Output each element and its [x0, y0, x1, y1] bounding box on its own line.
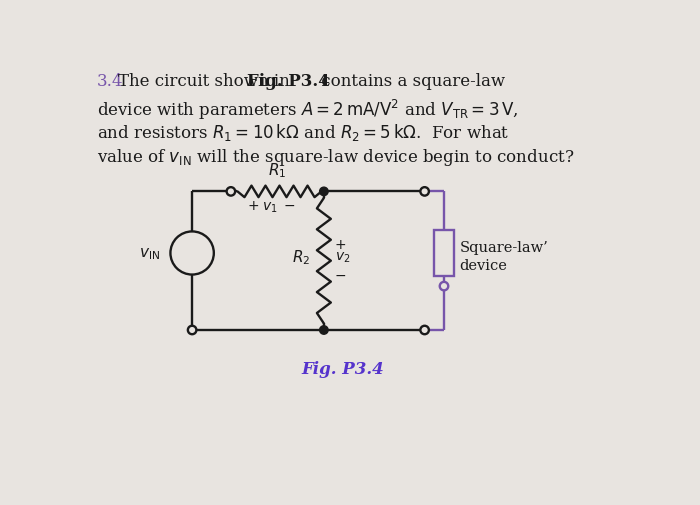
Text: value of $v_{\mathrm{IN}}$ will the square-law device begin to conduct?: value of $v_{\mathrm{IN}}$ will the squa… — [97, 146, 574, 168]
Text: The circuit shown in: The circuit shown in — [118, 73, 295, 90]
Circle shape — [421, 326, 429, 334]
Text: −: − — [187, 255, 197, 268]
Text: +: + — [187, 240, 197, 253]
Text: $v_2$: $v_2$ — [335, 250, 350, 265]
Circle shape — [440, 282, 448, 291]
Text: 3.4: 3.4 — [97, 73, 123, 90]
Circle shape — [421, 188, 429, 196]
Text: +: + — [335, 237, 346, 251]
Circle shape — [320, 326, 328, 334]
Text: −: − — [335, 268, 346, 282]
Text: Fig. P3.4: Fig. P3.4 — [247, 73, 330, 90]
Text: $v_{\mathrm{IN}}$: $v_{\mathrm{IN}}$ — [139, 245, 160, 261]
Text: contains a square-law: contains a square-law — [316, 73, 505, 90]
Text: and resistors $R_1 = 10\,\mathrm{k}\Omega$ and $R_2 = 5\,\mathrm{k}\Omega$.  For: and resistors $R_1 = 10\,\mathrm{k}\Omeg… — [97, 122, 510, 143]
Circle shape — [188, 326, 197, 334]
Circle shape — [227, 188, 235, 196]
Text: device with parameters $A = 2\,\mathrm{mA/V}^2$ and $V_{\mathrm{TR}} = 3\,\mathr: device with parameters $A = 2\,\mathrm{m… — [97, 97, 518, 122]
Text: Fig. P3.4: Fig. P3.4 — [302, 360, 384, 377]
Text: $+\;v_1\;-$: $+\;v_1\;-$ — [247, 199, 295, 215]
Circle shape — [320, 188, 328, 196]
Text: device: device — [459, 258, 508, 272]
Text: $R_1$: $R_1$ — [268, 161, 286, 180]
Text: Square-law’: Square-law’ — [459, 240, 548, 255]
Text: $R_2$: $R_2$ — [293, 248, 311, 267]
Circle shape — [170, 232, 214, 275]
Bar — [434, 230, 454, 277]
